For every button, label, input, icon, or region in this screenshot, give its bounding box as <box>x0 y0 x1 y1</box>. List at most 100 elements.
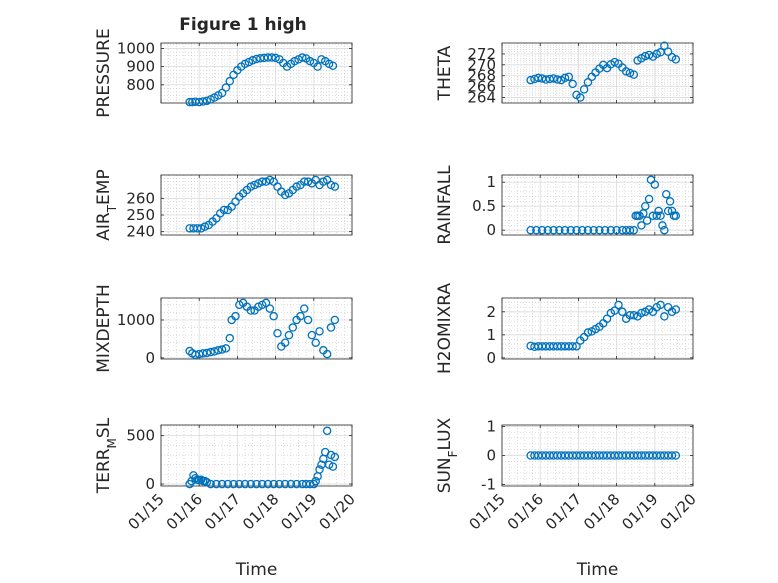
data-point <box>629 70 639 79</box>
x-tick-label: 01/16 <box>163 490 206 533</box>
data-point <box>660 225 669 235</box>
data-point <box>328 462 338 471</box>
data-point <box>288 323 298 332</box>
data-point <box>629 225 639 235</box>
data-point <box>665 197 675 206</box>
series-rainfall <box>526 175 681 235</box>
axes-box <box>160 297 353 360</box>
data-point <box>625 225 635 235</box>
data-point <box>225 333 235 343</box>
series-sun_flux <box>526 451 681 460</box>
ticks <box>160 298 353 359</box>
data-point <box>202 348 212 358</box>
data-point <box>185 346 194 356</box>
data-point <box>625 68 635 78</box>
data-point <box>280 338 290 347</box>
x-axis-label: Time <box>576 560 619 580</box>
data-point <box>618 307 627 317</box>
y-axis-label-text: RAINFALL <box>435 165 455 245</box>
y-axis-label: TERRMSL <box>94 417 119 494</box>
data-point <box>667 451 677 460</box>
y-tick-label: 250 <box>126 206 155 224</box>
y-axis-label: RAINFALL <box>435 165 455 245</box>
data-point <box>532 225 541 235</box>
data-point <box>284 330 294 340</box>
x-tick-label: 01/20 <box>657 490 700 533</box>
data-point <box>568 79 577 89</box>
y-tick-label: 0 <box>145 349 155 367</box>
y-tick-label: 0 <box>486 221 496 239</box>
data-point <box>560 73 570 83</box>
x-tick-label: 01/18 <box>580 490 623 533</box>
y-axis-label-text: AIR <box>94 212 114 241</box>
data-point <box>254 179 263 188</box>
data-point <box>652 49 661 59</box>
data-point <box>210 347 219 356</box>
data-point <box>526 225 535 235</box>
data-point <box>250 180 259 190</box>
data-point <box>652 211 661 221</box>
x-tick-label: 01/17 <box>542 490 585 533</box>
data-point <box>654 206 663 216</box>
data-point <box>307 330 317 340</box>
data-point <box>614 300 623 310</box>
x-tick-label: 01/20 <box>316 490 359 533</box>
data-point <box>275 479 284 489</box>
y-tick-label: 2 <box>486 303 496 321</box>
axes-box <box>160 174 353 236</box>
y-tick-label: 1000 <box>117 311 155 329</box>
y-axis-label-subscript: M <box>105 438 119 448</box>
data-point <box>229 479 238 489</box>
y-axis-label-text: MIXDEPTH <box>94 284 114 373</box>
data-point <box>641 201 650 211</box>
data-point <box>660 312 669 321</box>
y-tick-label: 1 <box>486 417 496 435</box>
data-point <box>568 342 577 351</box>
data-point <box>572 225 581 235</box>
data-point <box>311 338 320 347</box>
axes-box <box>160 424 353 487</box>
y-axis-label-subscript: T <box>105 204 119 213</box>
data-point <box>330 315 340 325</box>
y-tick-label: 270 <box>467 56 496 74</box>
y-tick-label: 0 <box>486 447 496 465</box>
data-point <box>579 85 589 94</box>
data-point <box>202 96 212 106</box>
series-terr_msl <box>185 426 340 489</box>
y-axis-label-tail: SL <box>94 417 114 438</box>
data-point <box>299 304 309 313</box>
data-point <box>658 221 667 230</box>
data-point <box>656 300 665 310</box>
plot-area <box>161 43 352 103</box>
data-point <box>319 177 328 186</box>
data-point <box>602 314 612 323</box>
data-point <box>326 180 336 190</box>
data-point <box>642 216 652 225</box>
data-point <box>214 346 223 355</box>
data-point <box>330 452 340 462</box>
data-point <box>217 345 227 354</box>
data-point <box>286 479 296 489</box>
y-axis-label-text: SUN <box>435 457 455 493</box>
y-tick-label: 272 <box>467 45 496 63</box>
x-tick-label: 01/19 <box>277 490 320 533</box>
y-axis-label: THETA <box>435 45 455 101</box>
y-tick-label: 1 <box>486 326 496 344</box>
data-point <box>583 225 593 235</box>
series-theta <box>526 41 681 102</box>
y-tick-label: 260 <box>126 189 155 207</box>
data-point <box>271 53 280 63</box>
data-point <box>637 221 646 230</box>
data-point <box>610 57 619 67</box>
data-point <box>612 225 621 235</box>
data-point <box>265 304 275 313</box>
axes-box <box>160 42 353 104</box>
data-point <box>292 182 301 191</box>
data-point <box>240 479 250 489</box>
y-axis-label-subscript: F <box>446 450 460 457</box>
y-tick-label: 0 <box>145 475 155 493</box>
